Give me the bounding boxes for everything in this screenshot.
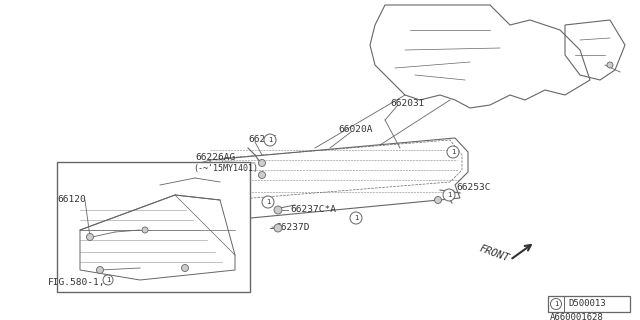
Circle shape [142, 227, 148, 233]
Circle shape [259, 159, 266, 166]
Text: 1: 1 [266, 199, 270, 205]
Text: 1: 1 [451, 149, 455, 155]
Text: (-~'15MY1401): (-~'15MY1401) [193, 164, 258, 172]
Text: A660001628: A660001628 [550, 313, 604, 320]
Text: 66226AG: 66226AG [195, 154, 236, 163]
Text: FIG.580-1,3: FIG.580-1,3 [48, 278, 111, 287]
Circle shape [259, 172, 266, 179]
Circle shape [274, 224, 282, 232]
Circle shape [86, 234, 93, 241]
Text: 66237C*A: 66237C*A [290, 205, 336, 214]
Circle shape [447, 146, 459, 158]
Circle shape [350, 212, 362, 224]
Circle shape [274, 206, 282, 214]
Text: 66120: 66120 [57, 196, 86, 204]
Text: 1: 1 [106, 277, 110, 283]
Circle shape [435, 196, 442, 204]
Text: 66226: 66226 [248, 135, 276, 145]
Text: 1: 1 [268, 137, 272, 143]
Text: D500013: D500013 [568, 300, 605, 308]
Text: 1: 1 [554, 301, 558, 307]
Bar [57, 162, 250, 292]
Text: 1: 1 [354, 215, 358, 221]
Circle shape [182, 265, 189, 271]
Circle shape [607, 62, 613, 68]
Text: 66237D: 66237D [275, 222, 310, 231]
Circle shape [550, 299, 561, 309]
Circle shape [97, 267, 104, 274]
Circle shape [443, 189, 455, 201]
Text: FRONT: FRONT [478, 244, 511, 264]
Circle shape [264, 134, 276, 146]
Text: 66020A: 66020A [338, 125, 372, 134]
Bar [548, 296, 630, 312]
Text: 1: 1 [447, 192, 451, 198]
Text: 66203I: 66203I [390, 99, 424, 108]
Circle shape [103, 275, 113, 285]
Text: 66253C: 66253C [456, 183, 490, 193]
Circle shape [262, 196, 274, 208]
